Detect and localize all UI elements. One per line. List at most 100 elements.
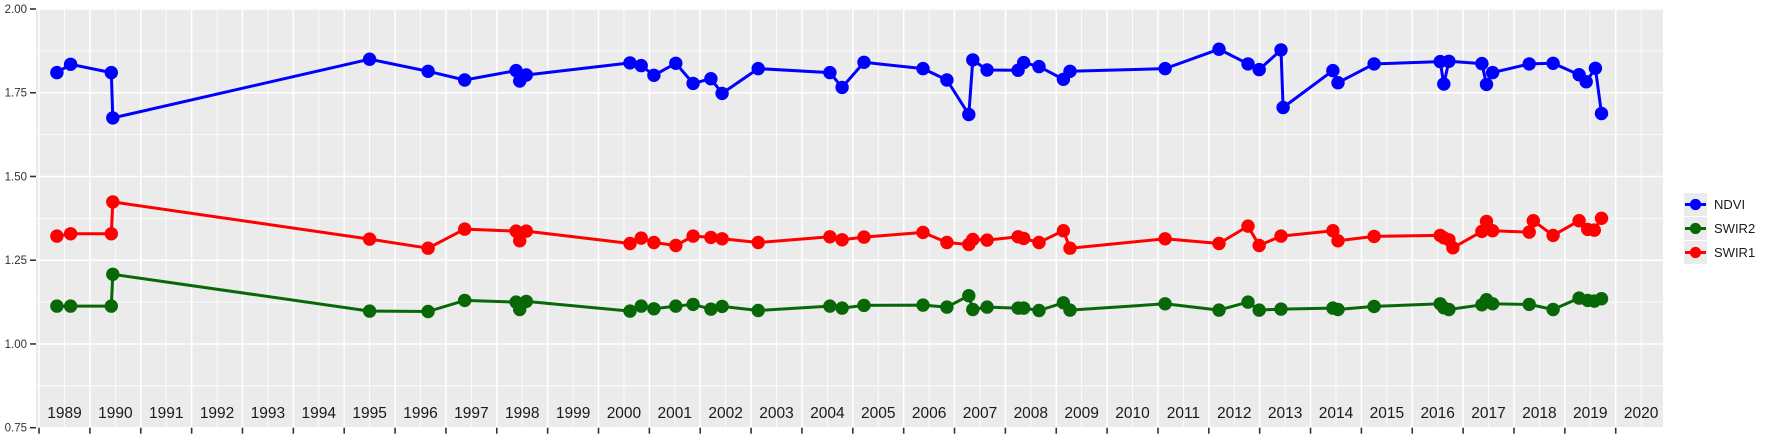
x-tick-label: 2006 bbox=[912, 405, 946, 422]
data-point-swir1 bbox=[980, 233, 994, 247]
data-point-ndvi bbox=[1588, 61, 1603, 75]
data-point-swir1 bbox=[1587, 223, 1602, 237]
legend-key-ndvi-icon bbox=[1684, 192, 1707, 216]
x-tick-label: 2015 bbox=[1370, 405, 1404, 422]
data-point-swir2 bbox=[106, 267, 120, 281]
x-tick-label: 2008 bbox=[1014, 405, 1048, 422]
x-tick-label: 1990 bbox=[98, 405, 133, 422]
y-tick-label: 1.25 bbox=[5, 255, 27, 267]
data-point-swir2 bbox=[458, 293, 472, 308]
data-point-ndvi bbox=[1212, 42, 1226, 56]
data-point-ndvi bbox=[704, 72, 718, 86]
data-point-swir1 bbox=[634, 231, 648, 245]
data-point-swir2 bbox=[1274, 302, 1288, 316]
data-point-swir2 bbox=[1442, 302, 1456, 317]
data-point-ndvi bbox=[104, 65, 119, 80]
data-point-ndvi bbox=[1032, 59, 1046, 74]
data-point-swir1 bbox=[1063, 241, 1077, 255]
x-tick-label: 2016 bbox=[1420, 405, 1454, 422]
x-tick-label: 1995 bbox=[352, 405, 386, 422]
data-point-swir1 bbox=[686, 229, 700, 243]
data-point-swir1 bbox=[1485, 224, 1500, 238]
data-point-swir1 bbox=[857, 230, 871, 244]
data-point-ndvi bbox=[1158, 61, 1172, 76]
data-point-swir1 bbox=[1017, 231, 1031, 246]
data-point-ndvi bbox=[623, 56, 637, 70]
data-point-swir1 bbox=[458, 222, 472, 236]
x-tick-label: 2007 bbox=[963, 405, 997, 422]
data-point-ndvi bbox=[421, 64, 435, 79]
data-point-swir1 bbox=[1594, 211, 1609, 225]
data-point-ndvi bbox=[647, 68, 661, 83]
data-point-swir1 bbox=[421, 241, 435, 255]
data-point-ndvi bbox=[1594, 106, 1609, 121]
data-point-swir1 bbox=[513, 234, 527, 248]
data-point-swir2 bbox=[715, 299, 729, 314]
x-tick-label: 2013 bbox=[1268, 405, 1302, 422]
data-point-swir1 bbox=[1446, 241, 1460, 255]
data-point-swir2 bbox=[647, 302, 661, 316]
data-point-swir2 bbox=[857, 298, 871, 313]
x-tick-label: 2012 bbox=[1217, 405, 1251, 422]
data-point-ndvi bbox=[966, 53, 980, 67]
y-tick-label: 1.75 bbox=[5, 88, 27, 100]
x-tick-label: 2011 bbox=[1167, 405, 1200, 422]
data-point-swir1 bbox=[1546, 228, 1560, 243]
data-point-swir1 bbox=[966, 232, 980, 247]
data-point-ndvi bbox=[669, 56, 683, 70]
data-point-ndvi bbox=[458, 73, 472, 87]
x-tick-label: 2003 bbox=[759, 405, 793, 422]
data-point-swir2 bbox=[962, 289, 976, 303]
data-point-swir2 bbox=[669, 299, 683, 313]
x-tick-label: 2017 bbox=[1471, 405, 1505, 422]
data-point-swir1 bbox=[916, 225, 930, 240]
legend: NDVI SWIR2 SWIR1 bbox=[1684, 192, 1755, 264]
data-point-ndvi bbox=[857, 55, 871, 69]
data-point-swir2 bbox=[916, 298, 930, 312]
data-point-ndvi bbox=[1475, 56, 1489, 71]
data-point-ndvi bbox=[940, 73, 954, 87]
legend-label: SWIR2 bbox=[1714, 220, 1756, 236]
data-point-ndvi bbox=[1522, 57, 1536, 71]
data-point-ndvi bbox=[1331, 76, 1345, 90]
data-point-swir1 bbox=[1274, 229, 1288, 243]
y-tick-label: 2.00 bbox=[5, 4, 27, 16]
data-point-ndvi bbox=[106, 111, 120, 125]
data-point-ndvi bbox=[751, 61, 765, 76]
data-point-swir2 bbox=[980, 300, 994, 314]
y-tick-label: 1.50 bbox=[5, 171, 27, 183]
x-tick-label: 1997 bbox=[454, 405, 488, 422]
data-point-swir2 bbox=[966, 302, 980, 317]
data-point-swir1 bbox=[1572, 214, 1586, 228]
data-point-ndvi bbox=[980, 63, 994, 77]
data-point-swir2 bbox=[623, 304, 637, 318]
data-point-ndvi bbox=[1546, 56, 1560, 70]
data-point-ndvi bbox=[63, 57, 78, 71]
data-point-swir1 bbox=[704, 230, 718, 245]
data-point-swir1 bbox=[751, 235, 765, 250]
data-point-ndvi bbox=[1063, 64, 1077, 79]
data-point-swir2 bbox=[1017, 301, 1031, 315]
data-point-swir1 bbox=[1032, 235, 1046, 250]
data-point-swir1 bbox=[823, 230, 837, 244]
x-tick-label: 2010 bbox=[1115, 405, 1150, 422]
data-point-swir2 bbox=[63, 299, 78, 313]
data-point-swir1 bbox=[50, 229, 64, 243]
data-point-ndvi bbox=[1437, 77, 1451, 91]
data-point-ndvi bbox=[715, 86, 729, 101]
data-point-ndvi bbox=[1485, 65, 1500, 80]
data-point-ndvi bbox=[519, 68, 533, 82]
data-point-swir2 bbox=[1158, 297, 1172, 311]
data-point-swir1 bbox=[1241, 219, 1255, 233]
data-point-swir1 bbox=[647, 235, 661, 250]
data-point-swir2 bbox=[751, 303, 765, 318]
data-point-ndvi bbox=[916, 61, 930, 76]
data-point-swir2 bbox=[1063, 303, 1077, 317]
x-tick-label: 2004 bbox=[810, 405, 845, 422]
data-point-swir2 bbox=[50, 299, 64, 313]
data-point-swir1 bbox=[1326, 224, 1340, 238]
legend-item-ndvi: NDVI bbox=[1684, 192, 1755, 216]
x-tick-label: 1993 bbox=[251, 405, 285, 422]
data-point-swir2 bbox=[421, 304, 435, 319]
